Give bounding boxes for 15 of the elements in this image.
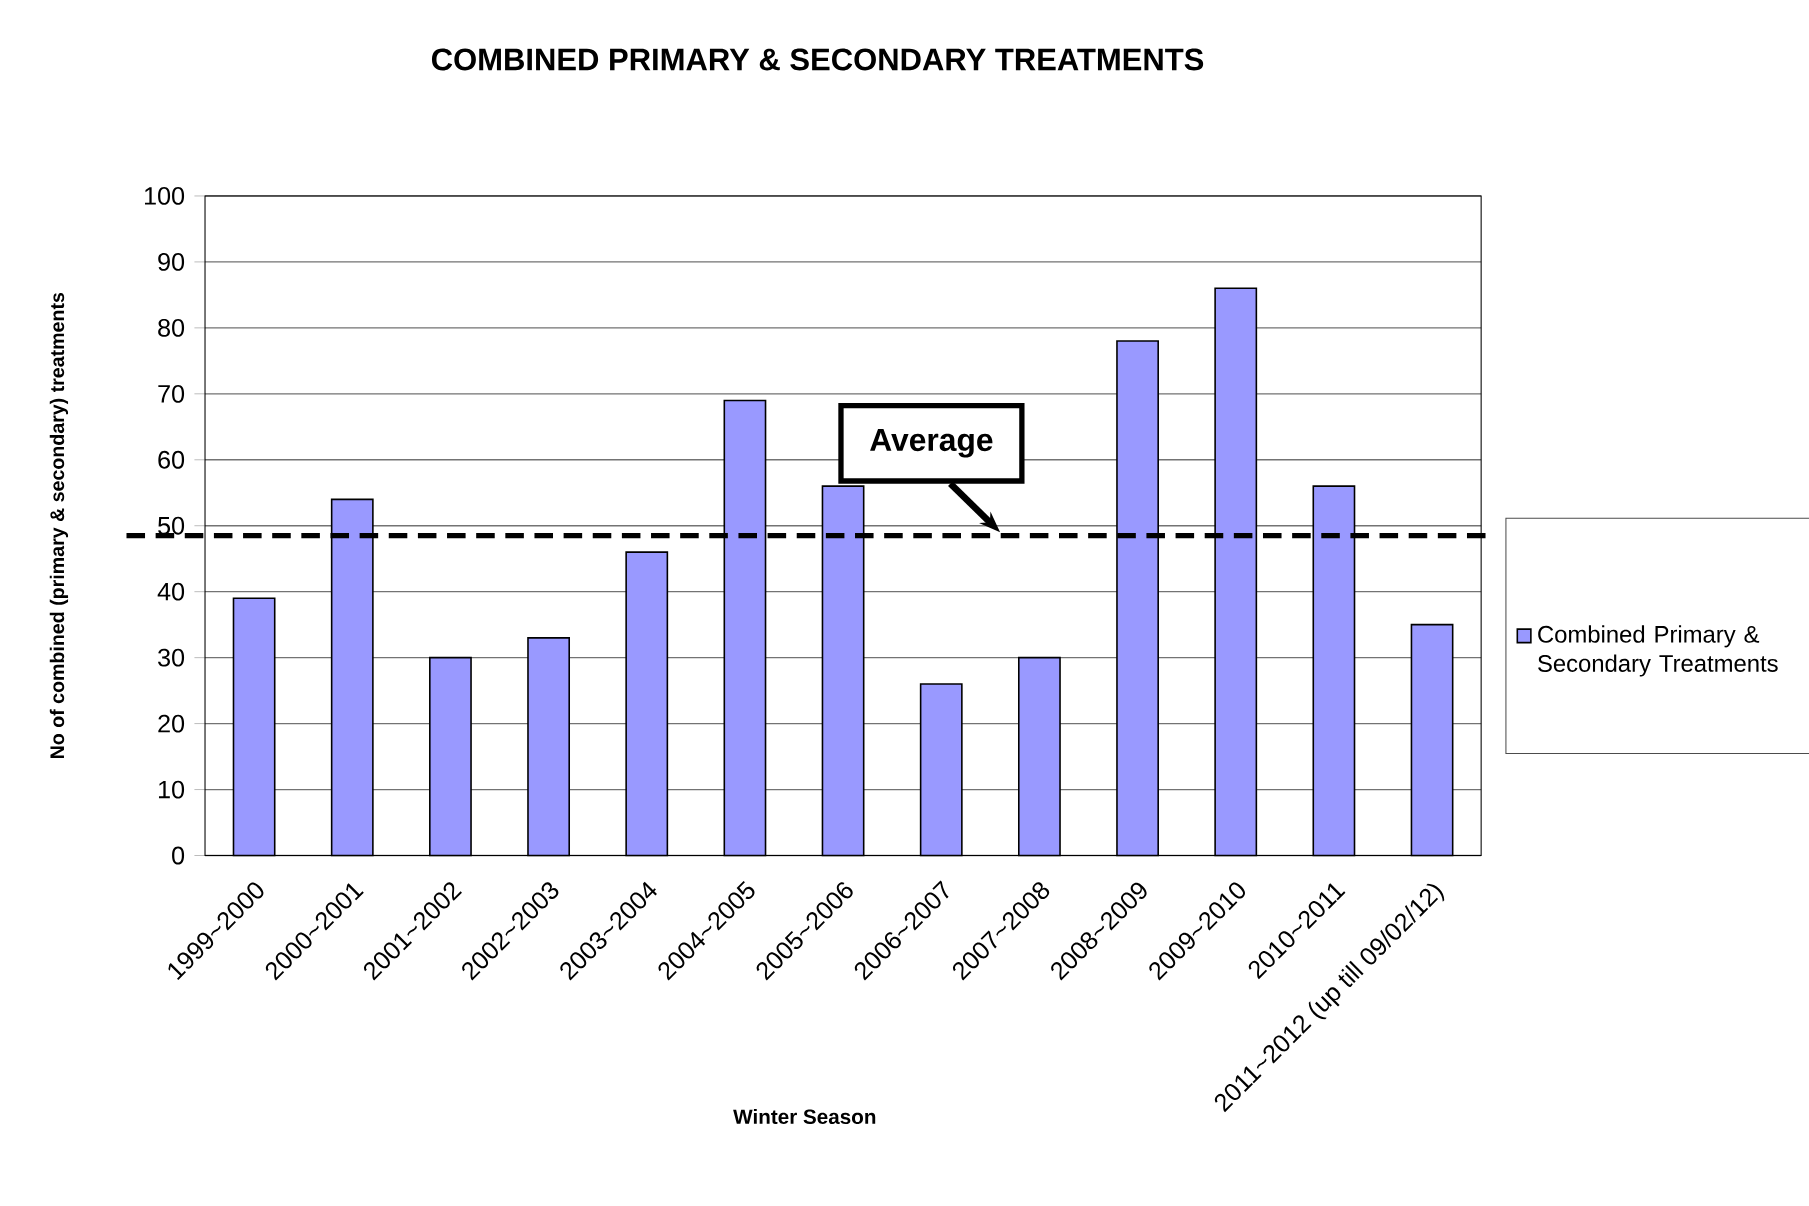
chart-title: COMBINED PRIMARY & SECONDARY TREATMENTS	[431, 48, 1204, 71]
y-tick-label: 40	[157, 582, 185, 601]
y-tick-label: 70	[158, 384, 185, 403]
y-tick-label: 20	[158, 714, 185, 733]
y-tick-label: 0	[172, 846, 185, 865]
y-tick-label: 100	[144, 187, 185, 205]
legend-label: Combined Primary & Secondary Treatments	[1538, 625, 1778, 677]
y-tick-label: 10	[158, 780, 185, 799]
ref-line-label: Average	[870, 429, 993, 458]
x-axis-title: Winter Season	[733, 1108, 876, 1125]
y-tick-label: 30	[158, 648, 185, 667]
y-axis-title: No of combined (primary & secondary) treatments	[49, 292, 69, 759]
y-tick-label: 80	[158, 318, 185, 337]
y-tick-label: 90	[158, 253, 185, 271]
y-tick-label: 60	[158, 450, 185, 469]
